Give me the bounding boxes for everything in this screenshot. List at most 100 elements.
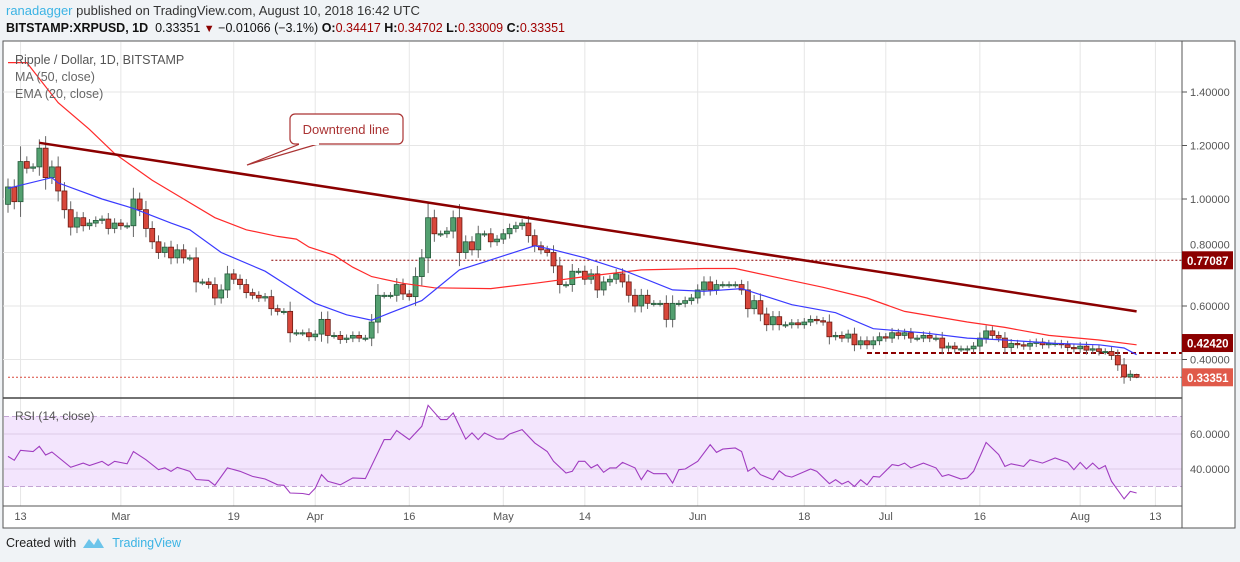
candle[interactable] [563, 284, 569, 287]
candle[interactable] [519, 222, 526, 227]
candle[interactable] [337, 335, 344, 340]
candle[interactable] [23, 161, 30, 169]
candle[interactable] [857, 340, 864, 346]
candle[interactable] [481, 233, 488, 236]
candle[interactable] [914, 337, 921, 340]
candle[interactable] [1102, 351, 1109, 354]
candle[interactable] [726, 284, 732, 287]
candle[interactable] [124, 225, 131, 228]
candle[interactable] [757, 300, 764, 315]
candle[interactable] [218, 289, 225, 299]
candle[interactable] [431, 217, 438, 235]
candle[interactable] [143, 209, 149, 229]
candle[interactable] [525, 222, 532, 237]
candle[interactable] [826, 321, 833, 338]
candle[interactable] [594, 273, 601, 291]
candle[interactable] [889, 332, 895, 339]
candle[interactable] [864, 340, 870, 346]
candle[interactable] [130, 198, 137, 227]
candle[interactable] [199, 281, 206, 284]
candle[interactable] [644, 294, 651, 304]
candle[interactable] [17, 161, 24, 203]
candle[interactable] [782, 324, 789, 327]
candle[interactable] [650, 302, 657, 305]
candle[interactable] [575, 270, 582, 273]
candle[interactable] [839, 335, 845, 339]
candle[interactable] [324, 318, 331, 336]
candle[interactable] [469, 241, 475, 251]
candle[interactable] [607, 278, 613, 283]
candle[interactable] [732, 284, 739, 287]
candle[interactable] [437, 233, 444, 236]
candle[interactable] [205, 281, 212, 285]
candle[interactable] [117, 222, 124, 227]
candle[interactable] [795, 322, 801, 326]
candle[interactable] [274, 308, 281, 312]
candle[interactable] [581, 270, 588, 280]
candle[interactable] [970, 345, 977, 350]
author-link[interactable]: ranadagger [6, 3, 73, 18]
candle[interactable] [375, 294, 381, 323]
candle[interactable] [1008, 343, 1015, 348]
candle[interactable] [149, 228, 156, 243]
candle[interactable] [331, 335, 337, 338]
candle[interactable] [701, 281, 707, 291]
candle[interactable] [161, 246, 168, 253]
candle[interactable] [813, 318, 820, 322]
candle[interactable] [820, 320, 826, 323]
candle[interactable] [406, 293, 413, 298]
candle[interactable] [11, 186, 18, 203]
candle[interactable] [111, 222, 118, 229]
axes[interactable]: 1.40000 1.20000 1.00000 0.80000 0.60000 0.400… [14, 87, 1233, 523]
candle[interactable] [136, 198, 143, 211]
candle[interactable] [663, 302, 670, 320]
candle[interactable] [174, 249, 181, 259]
candle[interactable] [870, 340, 877, 346]
candle[interactable] [475, 233, 482, 251]
candle[interactable] [368, 321, 375, 339]
candle[interactable] [1096, 348, 1102, 352]
candle[interactable] [425, 217, 431, 259]
candle[interactable] [312, 333, 319, 338]
candle[interactable] [688, 297, 695, 302]
candle[interactable] [80, 217, 87, 227]
candle[interactable] [412, 276, 419, 298]
candle[interactable] [788, 322, 795, 326]
candle[interactable] [1071, 347, 1077, 350]
candle[interactable] [506, 228, 513, 235]
candle[interactable] [719, 284, 726, 287]
candle[interactable] [638, 294, 645, 307]
candle[interactable] [770, 316, 776, 326]
candle[interactable] [1020, 344, 1027, 347]
candle[interactable] [876, 336, 883, 342]
candle[interactable] [933, 337, 939, 340]
candle[interactable] [945, 345, 952, 349]
candle[interactable] [30, 166, 36, 169]
candle[interactable] [1014, 343, 1021, 346]
candle[interactable] [243, 284, 250, 294]
candle[interactable] [901, 332, 908, 336]
candle[interactable] [86, 222, 93, 227]
candle[interactable] [5, 186, 11, 205]
candle[interactable] [976, 337, 983, 347]
candle[interactable] [1089, 348, 1096, 351]
candle[interactable] [61, 190, 68, 211]
candle[interactable] [362, 337, 369, 340]
downtrend-line[interactable] [39, 141, 1137, 313]
candle[interactable] [1077, 345, 1084, 350]
candle[interactable] [707, 281, 714, 291]
candle[interactable] [280, 310, 287, 313]
candle[interactable] [920, 335, 927, 339]
candle[interactable] [983, 330, 990, 339]
candle[interactable] [387, 294, 394, 297]
candle[interactable] [237, 278, 243, 285]
candle[interactable] [845, 333, 852, 339]
candle[interactable] [356, 335, 363, 339]
candle[interactable] [951, 345, 958, 350]
candle[interactable] [186, 257, 193, 260]
candle[interactable] [989, 330, 996, 336]
candle[interactable] [776, 316, 783, 326]
candle[interactable] [1027, 343, 1033, 347]
candle[interactable] [895, 332, 902, 336]
